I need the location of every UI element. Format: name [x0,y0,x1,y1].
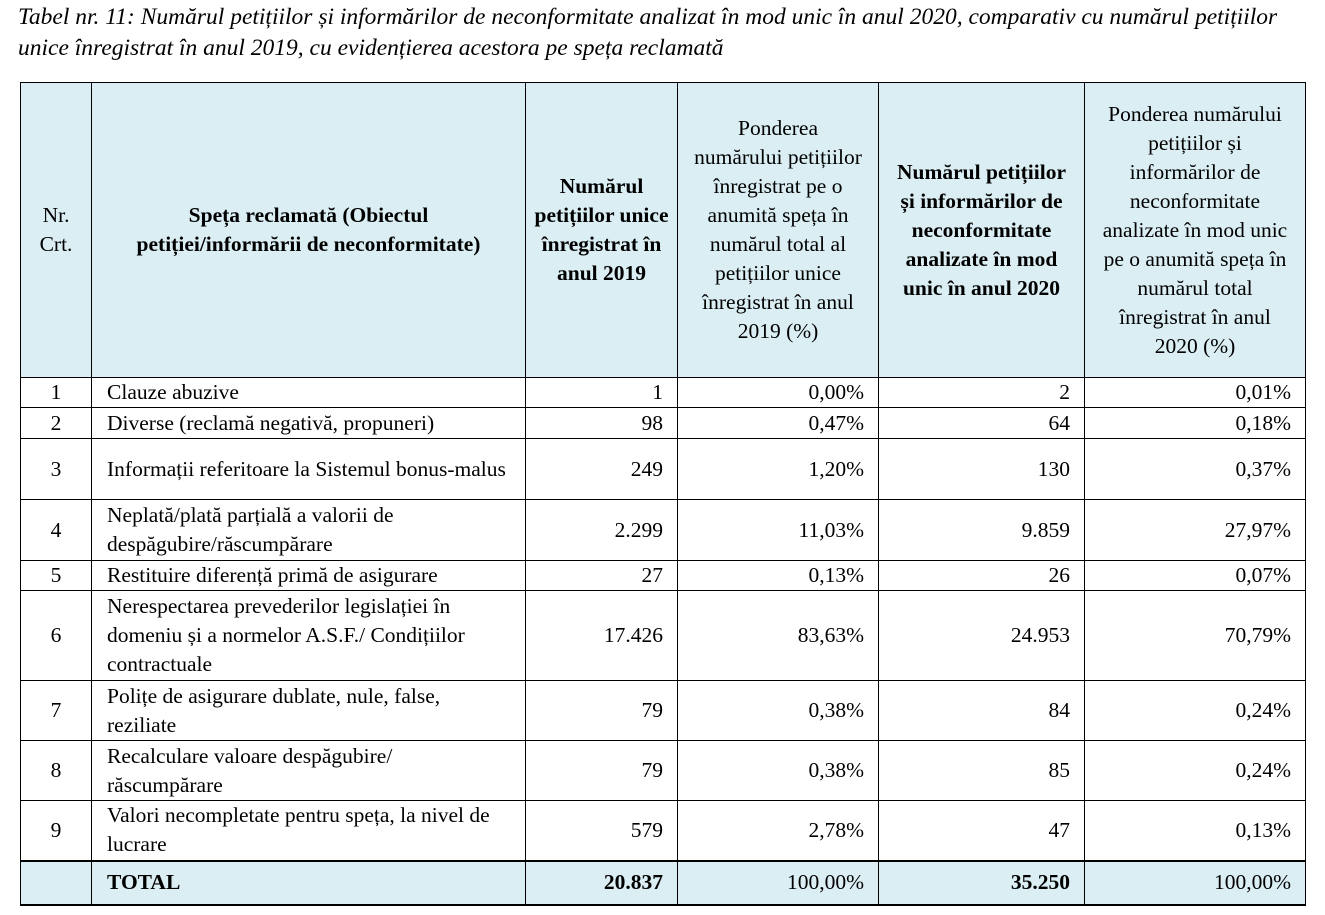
row-pondere-2019: 83,63% [677,590,879,681]
header-pondere-2020: Ponderea numărului petițiilor și informă… [1084,82,1306,378]
table-row: 3 Informații referitoare la Sistemul bon… [20,438,1306,500]
total-nr [20,859,92,906]
table-row: 6 Nerespectarea prevederilor legislației… [20,590,1306,681]
row-speta: Nerespectarea prevederilor legislației î… [91,590,526,681]
row-pondere-2019: 0,38% [677,680,879,741]
row-nr-2020: 130 [878,438,1085,500]
row-nr: 6 [20,590,92,681]
row-speta: Neplată/plată parțială a valorii de desp… [91,499,526,561]
row-nr-2019: 27 [525,560,678,591]
table-caption: Tabel nr. 11: Numărul petițiilor și info… [18,4,1278,61]
row-pondere-2020: 0,37% [1084,438,1306,500]
row-speta: Polițe de asigurare dublate, nule, false… [91,680,526,741]
header-speta: Spețа reclamată (Obiectul petiției/infor… [91,82,526,378]
table-row: 5 Restituire diferență primă de asigurar… [20,560,1306,591]
row-pondere-2019: 0,13% [677,560,879,591]
row-pondere-2019: 1,20% [677,438,879,500]
row-nr: 3 [20,438,92,500]
row-nr-2019: 17.426 [525,590,678,681]
row-pondere-2019: 0,00% [677,377,879,408]
row-nr: 9 [20,800,92,861]
row-pondere-2020: 0,18% [1084,407,1306,439]
row-pondere-2019: 2,78% [677,800,879,861]
petitions-table: Nr. Crt. Spețа reclamată (Obiectul petiț… [20,82,1306,906]
header-pondere-2019: Ponderea numărului petițiilor înregistra… [677,82,879,378]
row-nr-2019: 79 [525,680,678,741]
row-nr-2020: 84 [878,680,1085,741]
total-nr-2019: 20.837 [525,859,678,906]
row-nr-2020: 85 [878,740,1085,801]
row-pondere-2019: 0,47% [677,407,879,439]
header-nr: Nr. Crt. [20,82,92,378]
row-nr: 5 [20,560,92,591]
row-nr: 1 [20,377,92,408]
header-nr-2019: Numărul petițiilor unice înregistrat în … [525,82,678,378]
row-pondere-2020: 0,01% [1084,377,1306,408]
row-pondere-2020: 0,13% [1084,800,1306,861]
table-row: 9 Valori necompletate pentru spețа, la n… [20,800,1306,861]
row-nr: 4 [20,499,92,561]
total-label: TOTAL [91,859,526,906]
row-nr-2019: 2.299 [525,499,678,561]
table-row: 4 Neplată/plată parțială a valorii de de… [20,499,1306,561]
row-speta: Diverse (reclamă negativă, propuneri) [91,407,526,439]
row-nr-2019: 1 [525,377,678,408]
table-row: 2 Diverse (reclamă negativă, propuneri) … [20,407,1306,439]
table-row: 7 Polițe de asigurare dublate, nule, fal… [20,680,1306,741]
header-nr-2020: Numărul petițiilor și informărilor de ne… [878,82,1085,378]
row-pondere-2019: 11,03% [677,499,879,561]
row-pondere-2019: 0,38% [677,740,879,801]
row-speta: Informații referitoare la Sistemul bonus… [91,438,526,500]
table-row: 1 Clauze abuzive 1 0,00% 2 0,01% [20,377,1306,408]
row-nr: 7 [20,680,92,741]
row-pondere-2020: 0,24% [1084,680,1306,741]
row-nr-2020: 64 [878,407,1085,439]
total-pondere-2019: 100,00% [677,859,879,906]
row-nr-2020: 9.859 [878,499,1085,561]
row-speta: Recalculare valoare despăgubire/ răscump… [91,740,526,801]
total-nr-2020: 35.250 [878,859,1085,906]
total-pondere-2020: 100,00% [1084,859,1306,906]
row-nr: 2 [20,407,92,439]
row-speta: Valori necompletate pentru spețа, la niv… [91,800,526,861]
row-pondere-2020: 70,79% [1084,590,1306,681]
total-row: TOTAL 20.837 100,00% 35.250 100,00% [20,859,1306,906]
row-nr-2020: 24.953 [878,590,1085,681]
row-speta: Clauze abuzive [91,377,526,408]
row-nr: 8 [20,740,92,801]
row-nr-2019: 79 [525,740,678,801]
row-nr-2019: 249 [525,438,678,500]
row-nr-2020: 2 [878,377,1085,408]
row-nr-2020: 47 [878,800,1085,861]
row-pondere-2020: 27,97% [1084,499,1306,561]
table-row: 8 Recalculare valoare despăgubire/ răscu… [20,740,1306,801]
row-nr-2020: 26 [878,560,1085,591]
row-nr-2019: 98 [525,407,678,439]
row-speta: Restituire diferență primă de asigurare [91,560,526,591]
row-pondere-2020: 0,24% [1084,740,1306,801]
row-pondere-2020: 0,07% [1084,560,1306,591]
row-nr-2019: 579 [525,800,678,861]
